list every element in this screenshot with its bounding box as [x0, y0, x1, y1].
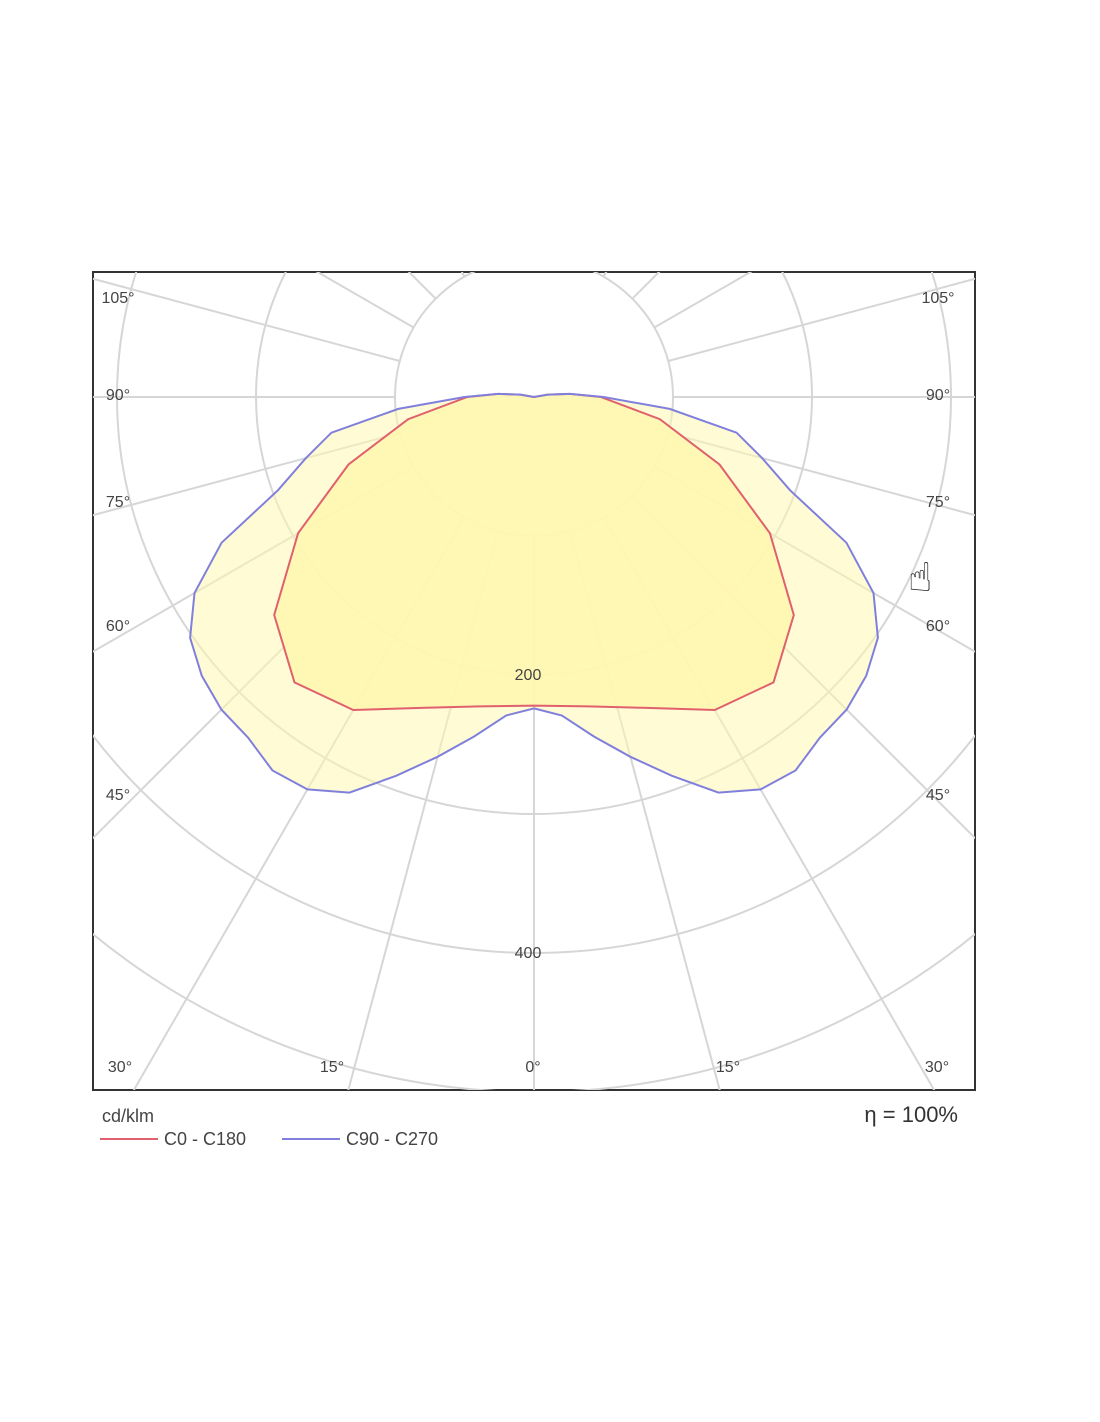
axis-labels: 105° 105° 90° 90° 75° 75° 60° 60° 45° 45° 30° 15° 0°… — [101, 290, 954, 1076]
radial-tick-label: 400 — [515, 945, 542, 962]
angle-label-bottom: 15° — [320, 1059, 344, 1076]
angle-label-bottom: 15° — [716, 1059, 740, 1076]
grid-spoke — [460, 272, 466, 278]
legend-label-c0: C0 - C180 — [164, 1129, 246, 1149]
angle-label-bottom: 30° — [108, 1059, 132, 1076]
curve-fills — [190, 393, 878, 793]
grid-spoke — [668, 432, 975, 517]
angle-label-bottom: 30° — [925, 1059, 949, 1076]
angle-label-right: 75° — [926, 494, 950, 511]
radial-tick-label: 200 — [515, 667, 542, 684]
angle-label-left: 105° — [101, 290, 134, 307]
grid-spoke — [93, 277, 400, 362]
grid-spoke — [407, 272, 437, 300]
angle-label-left: 60° — [106, 618, 130, 635]
curve-lines — [189, 392, 879, 794]
grid-spoke — [301, 0, 498, 263]
hand-cursor-icon: ☝ — [908, 555, 933, 601]
angle-label-right: 90° — [926, 387, 950, 404]
curve-line-c90 — [189, 392, 879, 794]
grid-spoke — [570, 0, 767, 263]
angle-label-bottom: 0° — [525, 1059, 540, 1076]
grid-spoke — [668, 277, 975, 362]
angle-label-right: 45° — [926, 787, 950, 804]
angle-label-right: 60° — [926, 618, 950, 635]
grid-spoke — [93, 432, 400, 517]
grid-spoke — [602, 272, 608, 278]
unit-label: cd/klm — [102, 1106, 154, 1126]
angle-label-left: 90° — [106, 387, 130, 404]
grid-spoke — [631, 272, 661, 300]
legend: C0 - C180 C90 - C270 — [100, 1129, 438, 1149]
angle-label-right: 105° — [921, 290, 954, 307]
legend-label-c90: C90 - C270 — [346, 1129, 438, 1149]
angle-label-left: 75° — [106, 494, 130, 511]
efficiency-label: η = 100% — [864, 1102, 958, 1127]
curve-fill-c0 — [274, 393, 794, 710]
angle-label-left: 45° — [106, 787, 130, 804]
